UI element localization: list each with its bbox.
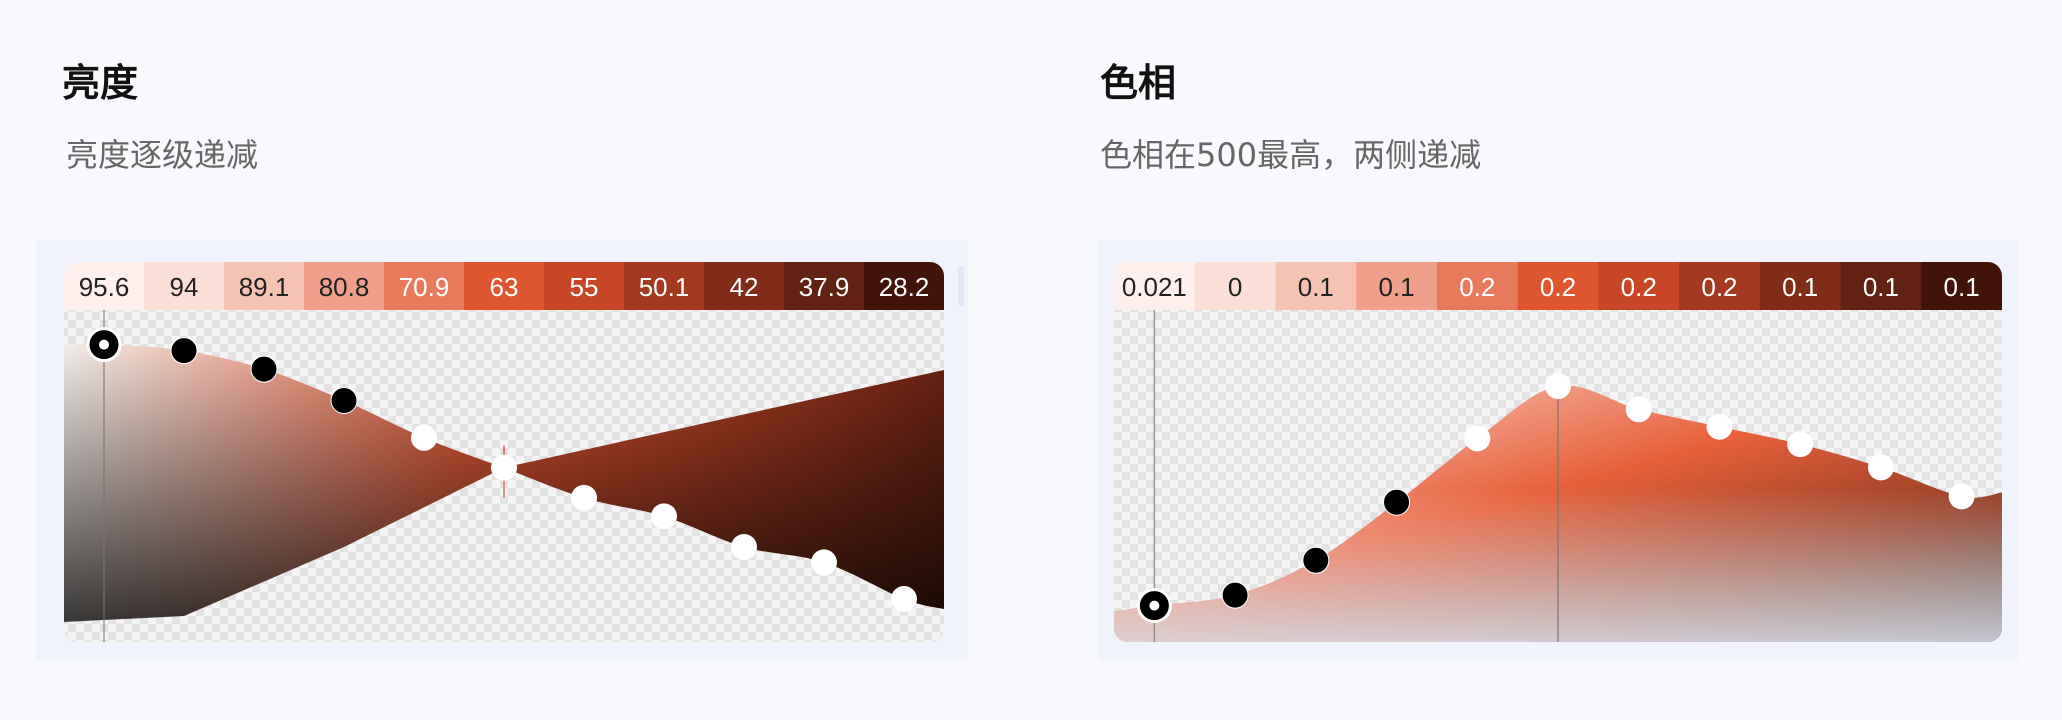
swatch-label-7: 0.2 [1701, 272, 1737, 302]
swatch-1 [144, 262, 225, 310]
swatch-label-6: 55 [570, 272, 599, 302]
data-point-2 [1302, 546, 1330, 574]
data-point-1 [170, 337, 198, 365]
data-point-5 [1545, 373, 1571, 400]
swatch-2 [1275, 262, 1357, 310]
swatch-label-2: 0.1 [1298, 272, 1334, 302]
data-point-0-center [1149, 600, 1160, 611]
hue-chart-panel: 0.021 0 0.1 0.1 0.2 0.2 0.2 0.2 0.1 0.1 0.1 [1098, 240, 2018, 660]
swatch-0 [64, 262, 145, 310]
swatch-2 [224, 262, 305, 310]
swatch-label-9: 0.1 [1863, 272, 1899, 302]
swatch-9 [784, 262, 865, 310]
data-point-9 [811, 549, 837, 576]
data-point-2 [250, 355, 278, 383]
swatch-10 [1921, 262, 2002, 310]
swatch-label-9: 37.9 [799, 272, 850, 302]
data-point-3 [1383, 488, 1411, 516]
swatch-5 [464, 262, 545, 310]
data-point-4 [1464, 425, 1491, 452]
swatch-1 [1194, 262, 1276, 310]
data-point-1 [1221, 581, 1249, 609]
swatch-6 [1598, 262, 1680, 310]
swatch-label-4: 70.9 [399, 272, 450, 302]
data-point-9 [1867, 454, 1894, 481]
swatch-label-8: 42 [730, 272, 759, 302]
swatch-0 [1114, 262, 1196, 310]
swatch-label-7: 50.1 [639, 272, 690, 302]
brightness-subtitle: 亮度逐级递减 [66, 136, 259, 174]
swatch-3 [304, 262, 385, 310]
swatch-label-1: 94 [170, 272, 199, 302]
swatch-label-4: 0.2 [1459, 272, 1495, 302]
data-point-7 [651, 503, 677, 530]
scroll-stub [958, 266, 964, 306]
hue-chart: 0.021 0 0.1 0.1 0.2 0.2 0.2 0.2 0.1 0.1 0.1 [1114, 262, 2002, 642]
swatch-8 [1759, 262, 1842, 310]
hue-subtitle: 色相在500最高，两侧递减 [1100, 136, 1482, 174]
brightness-shade [64, 344, 944, 622]
swatch-label-10: 0.1 [1944, 272, 1980, 302]
swatch-label-10: 28.2 [879, 272, 930, 302]
swatch-label-1: 0 [1228, 272, 1242, 302]
swatch-7 [624, 262, 705, 310]
brightness-chart: 95.6 94 89.1 80.8 70.9 63 55 50.1 42 37.9 28.2 [64, 262, 964, 642]
swatch-label-0: 95.6 [79, 272, 130, 302]
data-point-7 [1706, 413, 1733, 440]
data-point-3 [330, 386, 358, 414]
data-point-8 [1787, 431, 1814, 458]
swatch-5 [1517, 262, 1599, 310]
brightness-chart-panel: 95.6 94 89.1 80.8 70.9 63 55 50.1 42 37.9 28.2 [36, 240, 968, 660]
swatch-label-2: 89.1 [239, 272, 290, 302]
plot-area: 95.6 94 89.1 80.8 70.9 63 55 50.1 42 37.9 28.2 [64, 262, 944, 642]
brightness-title: 亮度 [62, 61, 139, 105]
swatch-label-6: 0.2 [1621, 272, 1657, 302]
swatch-label-3: 80.8 [319, 272, 370, 302]
swatch-8 [704, 262, 785, 310]
swatch-9 [1840, 262, 1922, 310]
swatch-4 [1436, 262, 1519, 310]
swatch-3 [1356, 262, 1438, 310]
data-point-6 [1625, 396, 1652, 423]
swatch-label-8: 0.1 [1782, 272, 1818, 302]
data-point-10 [1948, 483, 1975, 510]
hue-title: 色相 [1100, 61, 1177, 105]
swatch-label-3: 0.1 [1378, 272, 1414, 302]
swatch-6 [544, 262, 625, 310]
plot-area: 0.021 0 0.1 0.1 0.2 0.2 0.2 0.2 0.1 0.1 0.1 [1114, 262, 2002, 642]
data-point-0-center [99, 339, 109, 350]
swatch-7 [1679, 262, 1761, 310]
swatch-label-5: 63 [490, 272, 519, 302]
data-point-10 [891, 586, 917, 613]
data-point-8 [731, 533, 757, 560]
swatch-4 [384, 262, 465, 310]
data-point-5 [491, 454, 517, 481]
data-point-4 [411, 424, 437, 451]
swatch-10 [864, 262, 944, 310]
data-point-6 [571, 484, 597, 511]
swatch-label-0: 0.021 [1122, 272, 1187, 302]
swatch-label-5: 0.2 [1540, 272, 1576, 302]
